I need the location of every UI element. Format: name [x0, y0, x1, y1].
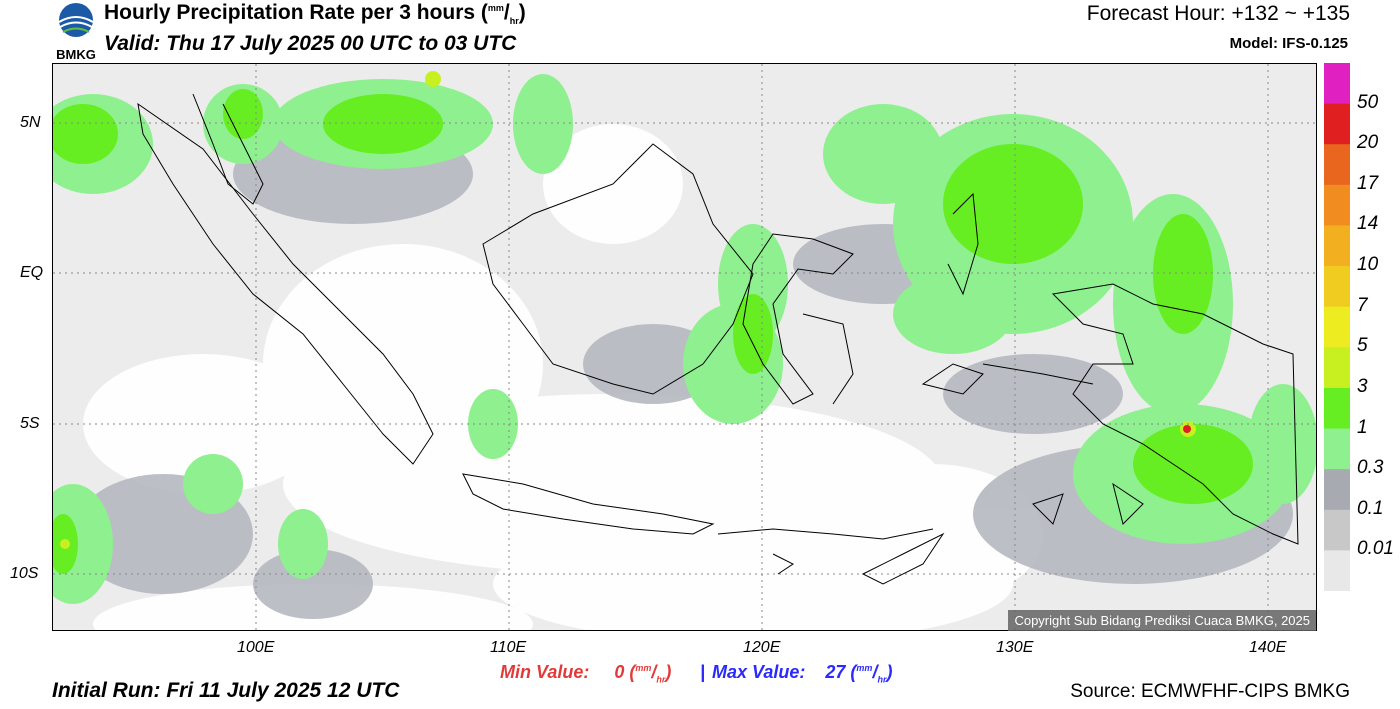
max-value-readout: Max Value: 27 (mm/hr)	[712, 662, 893, 685]
colorbar-label: 1	[1357, 416, 1368, 438]
colorbar-segment	[1324, 387, 1350, 430]
coastlines	[137, 93, 1299, 585]
colorbar-segment	[1324, 509, 1350, 551]
min-max-separator: |	[700, 662, 706, 682]
svg-text:BMKG: BMKG	[56, 47, 96, 62]
lon-label: 140E	[1249, 639, 1287, 656]
colorbar-segment	[1324, 469, 1350, 511]
lat-label: 5N	[20, 114, 41, 131]
colorbar-segment	[1324, 266, 1350, 308]
lon-label: 130E	[996, 639, 1034, 656]
colorbar-segment	[1324, 103, 1350, 145]
colorbar-label: 20	[1357, 132, 1379, 154]
model-name: Model: IFS-0.125	[1229, 35, 1348, 52]
colorbar-segment	[1324, 550, 1350, 591]
bmkg-logo: BMKG	[56, 3, 96, 62]
colorbar-label: 50	[1357, 91, 1379, 113]
data-source: Source: ECMWFHF-CIPS BMKG	[1070, 681, 1350, 702]
colorbar-segment	[1324, 184, 1350, 226]
lat-label: 10S	[10, 565, 39, 582]
map-title: Hourly Precipitation Rate per 3 hours (m…	[104, 1, 526, 27]
precipitation-map	[52, 63, 1317, 631]
colorbar	[1324, 63, 1350, 591]
lat-label: EQ	[20, 264, 44, 281]
colorbar-segment	[1324, 428, 1350, 470]
lon-label: 120E	[743, 639, 781, 656]
colorbar-segment	[1324, 144, 1350, 186]
colorbar-label: 5	[1357, 335, 1368, 357]
valid-time: Valid: Thu 17 July 2025 00 UTC to 03 UTC	[104, 32, 517, 55]
colorbar-segment	[1324, 347, 1350, 389]
lon-label: 100E	[237, 639, 275, 656]
colorbar-label: 3	[1357, 375, 1368, 397]
colorbar-segment	[1324, 306, 1350, 348]
colorbar-label: 17	[1357, 172, 1379, 194]
max-rain-cell	[1183, 425, 1191, 433]
colorbar-label: 0.01	[1357, 538, 1394, 560]
lon-label: 110E	[490, 639, 527, 656]
lat-label: 5S	[20, 415, 40, 432]
colorbar-segment	[1324, 63, 1350, 105]
colorbar-label: 10	[1357, 254, 1379, 276]
copyright-notice: Copyright Sub Bidang Prediksi Cuaca BMKG…	[1008, 610, 1316, 631]
colorbar-label: 7	[1357, 294, 1368, 316]
colorbar-segment	[1324, 225, 1350, 267]
colorbar-label: 0.3	[1357, 457, 1384, 479]
min-value-readout: Min Value: 0 (mm/hr)	[500, 662, 672, 685]
forecast-hour: Forecast Hour: +132 ~ +135	[1086, 2, 1350, 25]
map-canvas	[53, 64, 1316, 630]
colorbar-label: 0.1	[1357, 497, 1384, 519]
initial-run: Initial Run: Fri 11 July 2025 12 UTC	[52, 679, 400, 702]
colorbar-label: 14	[1357, 213, 1379, 235]
